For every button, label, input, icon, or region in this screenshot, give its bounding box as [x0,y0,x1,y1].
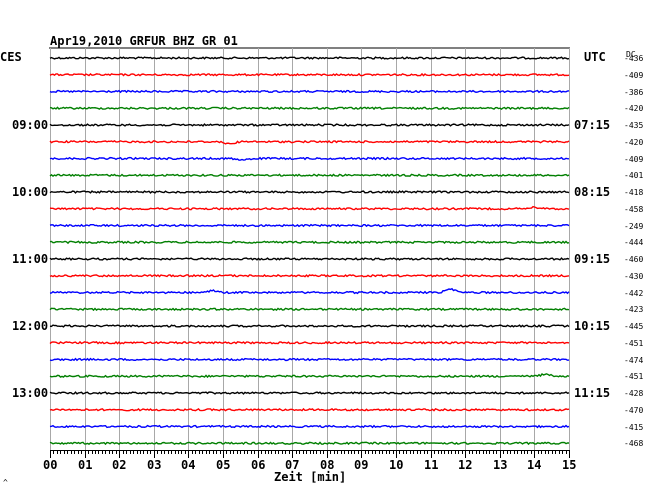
trace-line [49,205,570,211]
dc-offset-value: -436 [624,54,644,63]
dc-offset-value: -444 [624,238,644,247]
dc-offset-value: -470 [624,406,644,415]
dc-offset-value: -428 [624,389,644,398]
trace-line [49,340,570,345]
trace-line [49,273,570,278]
dc-offset-value: -409 [624,71,644,80]
x-tick-label: 11 [424,458,439,472]
x-tick-label: 09 [354,458,369,472]
dc-offset-value: -386 [624,88,644,97]
right-time-label: 09:15 [574,252,611,266]
dc-offset-value: -420 [624,104,644,113]
trace-line [49,123,570,127]
x-tick-label: 04 [181,458,196,472]
dc-offset-value: -460 [624,255,644,264]
x-tick-label: 05 [216,458,231,472]
x-tick-label: 12 [458,458,473,472]
dc-offset-value: -474 [624,356,644,365]
left-time-label: 12:00 [12,319,49,333]
dc-offset-value: -420 [624,138,644,147]
left-timezone-label: CES [0,50,22,64]
trace-line [49,391,570,395]
trace-line [49,424,570,429]
x-tick-label: 06 [251,458,266,472]
x-axis-ticks [50,450,570,458]
x-tick-label: 01 [78,458,93,472]
right-time-label: 08:15 [574,185,611,199]
x-tick-label: 14 [527,458,542,472]
trace-line [49,287,570,295]
trace-line [49,173,570,178]
dc-offset-value: -409 [624,155,644,164]
left-time-label: 09:00 [12,118,49,132]
dc-offset-value: -468 [624,439,644,448]
trace-line [49,373,570,379]
dc-label: DC [626,50,636,59]
trace-line [49,89,570,94]
grid-lines [49,47,570,450]
corner-mark: ^ [3,478,8,487]
dc-offset-value: -451 [624,339,644,348]
dc-offset-value: -445 [624,322,644,331]
dc-offset-value: -442 [624,289,644,298]
trace-line [49,257,570,261]
trace-line [49,223,570,228]
trace-line [49,307,570,312]
trace-line [49,72,570,77]
left-time-label: 10:00 [12,185,49,199]
trace-line [49,139,570,145]
trace-group [49,56,570,446]
dc-offset-value: -249 [624,222,644,231]
right-time-label: 11:15 [574,386,611,400]
x-tick-label: 03 [147,458,162,472]
trace-line [49,106,570,111]
left-time-label: 11:00 [12,252,49,266]
x-axis-label: Zeit [min] [274,470,347,484]
x-tick-label: 10 [389,458,404,472]
right-time-label: 10:15 [574,319,611,333]
trace-line [49,240,570,245]
dc-offset-value: -435 [624,121,644,130]
trace-line [49,156,570,161]
dc-offset-value: -458 [624,205,644,214]
chart-title: Apr19,2010 GRFUR BHZ GR 01 [50,34,238,48]
dc-offset-value: -415 [624,423,644,432]
x-tick-label: 00 [43,458,58,472]
x-tick-label: 08 [320,458,335,472]
dc-offset-value: -430 [624,272,644,281]
trace-line [49,56,570,60]
x-tick-label: 02 [112,458,127,472]
trace-line [49,441,570,446]
x-tick-label: 15 [562,458,577,472]
trace-line [49,357,570,362]
x-tick-label: 13 [493,458,508,472]
trace-line [49,324,570,328]
dc-offset-value: -418 [624,188,644,197]
left-time-label: 13:00 [12,386,49,400]
x-tick-label: 07 [285,458,300,472]
dc-offset-value: -451 [624,372,644,381]
dc-offset-value: -401 [624,171,644,180]
right-time-label: 07:15 [574,118,611,132]
dc-offset-value: -423 [624,305,644,314]
trace-line [49,190,570,194]
trace-line [49,407,570,412]
right-timezone-label: UTC [584,50,606,64]
